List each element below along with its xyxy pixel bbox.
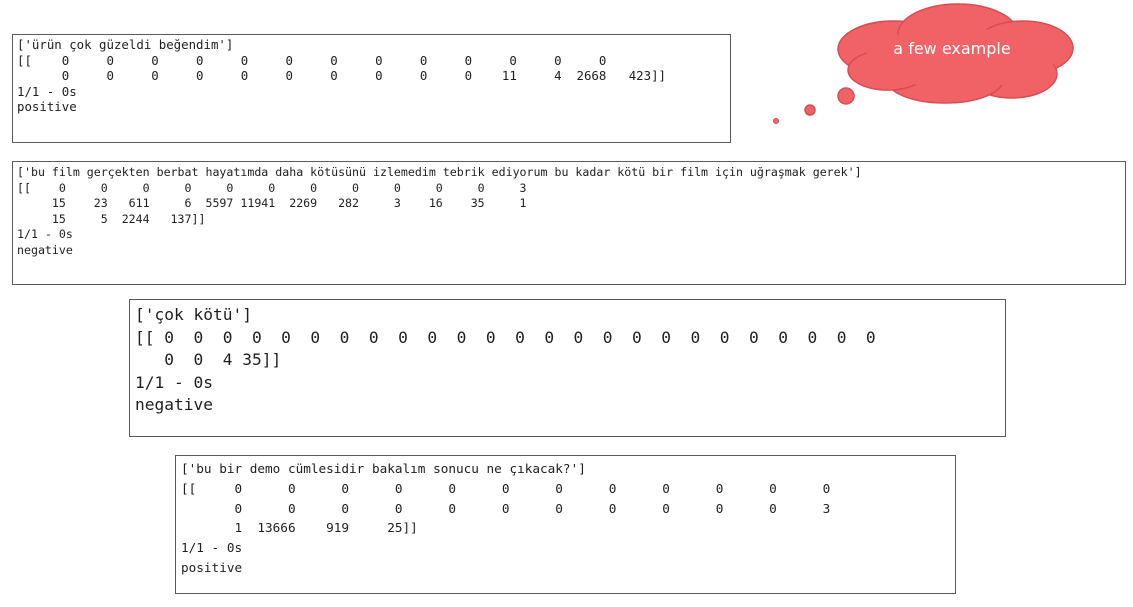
thought-dot-large <box>837 87 855 105</box>
prediction-label: positive <box>181 559 243 575</box>
sequence-row: 0 0 0 0 0 0 0 0 0 0 11 4 2668 423]] <box>17 68 667 83</box>
input-sentence: ['bu bir demo cümlesidir bakalım sonucu … <box>181 461 586 476</box>
input-sentence: ['ürün çok güzeldi beğendim'] <box>17 37 234 52</box>
progress-text: 1/1 - 0s <box>135 372 213 392</box>
thought-dot-medium <box>804 104 816 116</box>
thought-cloud <box>773 3 1074 124</box>
sequence-row: 1 13666 919 25]] <box>181 520 418 536</box>
input-sentence: ['bu film gerçekten berbat hayatımda dah… <box>17 165 862 179</box>
sequence-row: 0 0 0 0 0 0 0 0 0 0 0 3 <box>181 500 831 516</box>
thought-dot-small <box>773 118 779 124</box>
prediction-label: negative <box>135 395 213 414</box>
output-box-1: ['ürün çok güzeldi beğendim'][[ 0 0 0 0 … <box>12 34 731 143</box>
sequence-row: [[ 0 0 0 0 0 0 0 0 0 0 0 0 0 0 0 0 0 0 0… <box>135 327 876 347</box>
prediction-label: positive <box>17 99 77 114</box>
sequence-row: 15 5 2244 137]] <box>17 211 206 226</box>
progress-text: 1/1 - 0s <box>17 83 77 99</box>
progress-text: 1/1 - 0s <box>17 227 73 242</box>
progress-text: 1/1 - 0s <box>181 540 243 556</box>
sequence-row: [[ 0 0 0 0 0 0 0 0 0 0 0 0 0 <box>17 52 607 68</box>
output-box-3: ['çok kötü'] [[ 0 0 0 0 0 0 0 0 0 0 0 0 0… <box>129 299 1006 437</box>
output-box-2: ['bu film gerçekten berbat hayatımda dah… <box>12 161 1126 285</box>
output-box-4: ['bu bir demo cümlesidir bakalım sonucu … <box>175 455 956 594</box>
callout-text: a few example <box>893 39 1011 58</box>
sequence-row: 15 23 611 6 5597 11941 2269 282 3 16 35 … <box>17 196 527 211</box>
prediction-label: negative <box>17 242 73 257</box>
sequence-row: [[ 0 0 0 0 0 0 0 0 0 0 0 3 <box>17 180 527 195</box>
sequence-row: 0 0 4 35]] <box>135 350 282 369</box>
input-sentence: ['çok kötü'] <box>135 305 252 324</box>
sequence-row: [[ 0 0 0 0 0 0 0 0 0 0 0 0 <box>181 480 831 496</box>
